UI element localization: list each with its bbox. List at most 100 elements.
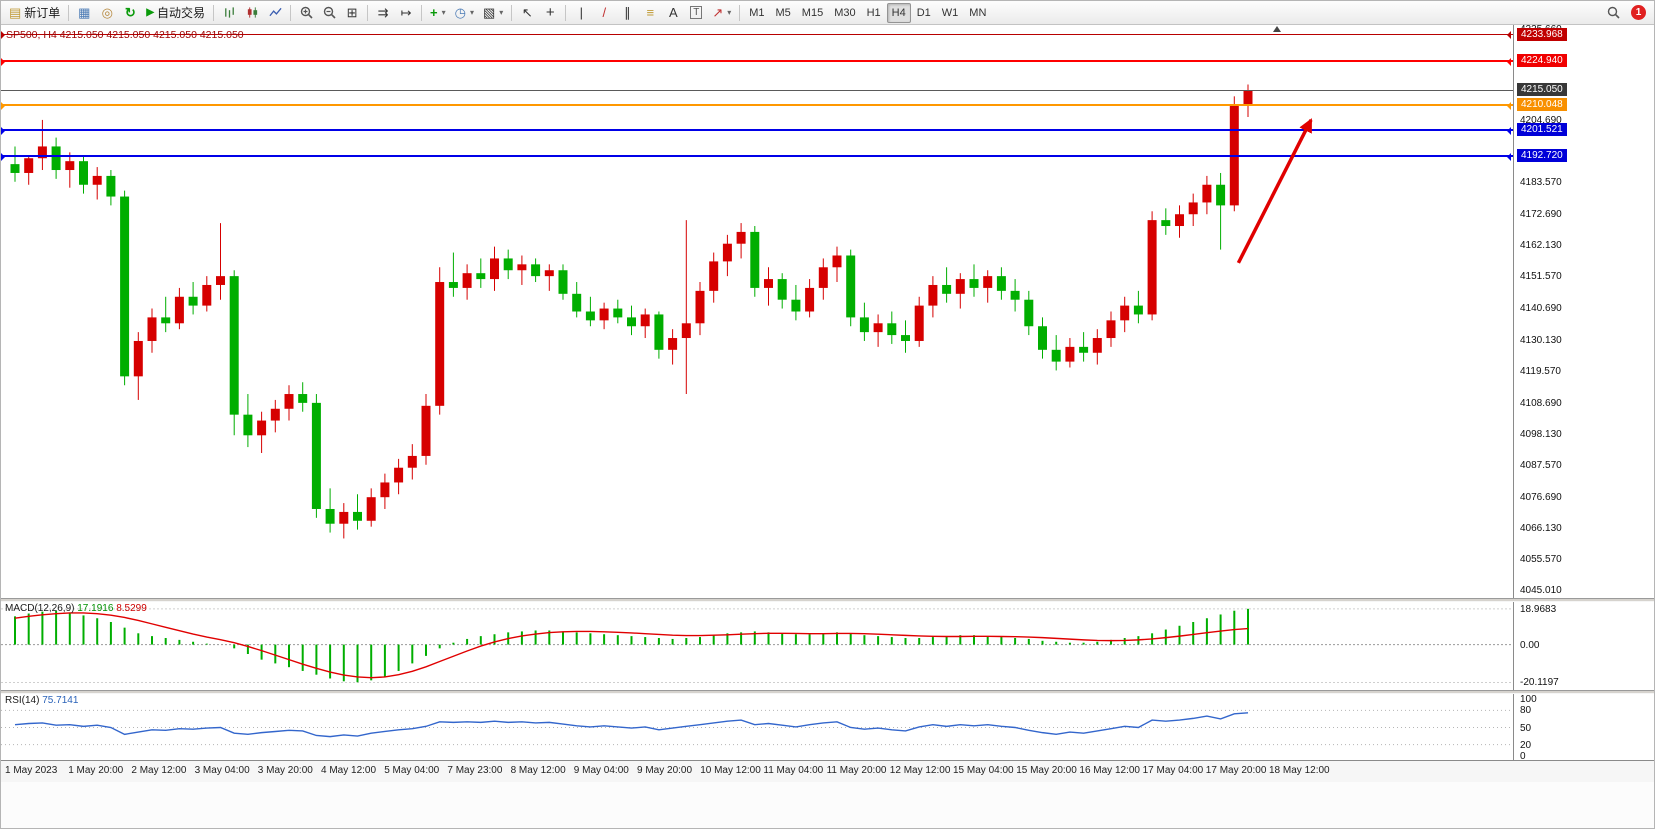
timeframe-m1-button[interactable]: M1 (749, 6, 765, 19)
macd-pane[interactable]: MACD(12,26,9) 17.1916 8.5299 (1, 602, 1513, 690)
time-label: 3 May 20:00 (257, 765, 313, 776)
zoom-in-button[interactable] (295, 3, 317, 23)
cursor-button[interactable]: ↖ (516, 3, 538, 23)
notification-badge[interactable]: 1 (1631, 5, 1646, 20)
auto-trading-button[interactable]: ▶ 自动交易 (142, 3, 209, 23)
time-label: 17 May 20:00 (1205, 765, 1267, 776)
time-label: 9 May 04:00 (573, 765, 629, 776)
chevron-down-icon: ▾ (441, 8, 446, 17)
auto-scroll-button[interactable]: ⇉ (372, 3, 394, 23)
macd-header: MACD(12,26,9) 17.1916 8.5299 (5, 603, 147, 614)
timeframe-h1-button[interactable]: H1 (866, 6, 881, 19)
trend-arrow[interactable] (1236, 118, 1313, 264)
time-label: 11 May 20:00 (826, 765, 887, 776)
price-line[interactable] (1, 58, 1513, 67)
vertical-line-button[interactable]: | (570, 3, 592, 23)
zoom-out-button[interactable] (318, 3, 340, 23)
text-label-button[interactable]: T (685, 3, 707, 23)
line-chart-icon (268, 7, 282, 17)
candlestick-chart-button[interactable] (241, 3, 263, 23)
new-chart-button[interactable]: ▦ (73, 3, 95, 23)
price-scale[interactable]: 4233.968 4224.940 4215.050 4210.048 4201.521… (1513, 25, 1654, 598)
timeframe-w1-button[interactable]: W1 (941, 6, 959, 19)
price-label: 4076.690 (1520, 492, 1562, 504)
crosshair-icon: + (545, 4, 555, 21)
time-axis[interactable]: 1 May 2023 1 May 20:00 2 May 12:00 3 May 04… (1, 760, 1654, 782)
rsi-scale-label: 80 (1520, 705, 1532, 717)
price-line[interactable] (1, 127, 1513, 136)
chevron-down-icon: ▾ (469, 8, 474, 17)
templates-button[interactable]: ▧ ▾ (479, 3, 507, 23)
rsi-chart (1, 709, 1513, 746)
macd-label: MACD(12,26,9) (5, 603, 75, 614)
time-label: 5 May 04:00 (384, 765, 440, 776)
tile-windows-icon: ⊞ (346, 5, 358, 20)
price-line[interactable] (1, 89, 1513, 91)
rsi-header: RSI(14) 75.7141 (5, 695, 78, 706)
timeframe-m5-button[interactable]: M5 (775, 6, 791, 19)
price-label: 4162.130 (1520, 240, 1562, 252)
profiles-button[interactable]: ◎ (96, 3, 118, 23)
time-label: 16 May 12:00 (1079, 765, 1140, 776)
bar-chart-button[interactable] (218, 3, 240, 23)
pane-splitter[interactable] (1, 598, 1654, 602)
price-line[interactable] (1, 31, 1513, 40)
new-order-button[interactable]: ▤ 新订单 (5, 3, 64, 23)
text-button[interactable]: A (662, 3, 684, 23)
price-badge: 4210.048 (1517, 98, 1567, 112)
periods-icon: ◷ (454, 5, 466, 20)
refresh-button[interactable]: ↻ (119, 3, 141, 23)
price-badge: 4215.050 (1517, 83, 1567, 97)
separator (565, 4, 567, 21)
chart-shift-marker[interactable] (1273, 26, 1281, 32)
separator (739, 4, 741, 21)
search-button[interactable] (1602, 3, 1624, 23)
price-label: 4204.690 (1520, 114, 1562, 126)
separator (421, 4, 423, 21)
timeframe-h4-button[interactable]: H4 (886, 2, 911, 23)
rsi-scale: 100 80 50 20 0 (1513, 694, 1654, 760)
time-label: 17 May 04:00 (1142, 765, 1204, 776)
time-label: 10 May 12:00 (700, 765, 761, 776)
rsi-scale-label: 0 (1520, 751, 1526, 760)
line-chart-button[interactable] (264, 3, 286, 23)
timeframe-mn-button[interactable]: MN (969, 6, 987, 19)
pane-splitter[interactable] (1, 690, 1654, 694)
price-label: 4087.570 (1520, 460, 1562, 472)
channel-button[interactable]: ∥ (616, 3, 638, 23)
price-chart-pane[interactable]: SP500, H4 4215.050 4215.050 4215.050 421… (1, 25, 1513, 598)
crosshair-button[interactable]: + (539, 3, 561, 23)
time-label: 18 May 12:00 (1269, 765, 1330, 776)
refresh-icon: ↻ (124, 5, 136, 20)
rsi-scale-label: 100 (1520, 694, 1537, 705)
periods-button[interactable]: ◷ ▾ (451, 3, 478, 23)
tile-windows-button[interactable]: ⊞ (341, 3, 363, 23)
rsi-scale-label: 50 (1520, 722, 1532, 734)
chart-shift-button[interactable]: ↦ (395, 3, 417, 23)
text-label-icon: T (690, 6, 703, 19)
rsi-pane[interactable]: RSI(14) 75.7141 (1, 694, 1513, 760)
indicators-button[interactable]: + ▾ (426, 3, 450, 23)
auto-trading-label: 自动交易 (157, 6, 206, 20)
trendline-button[interactable]: / (593, 3, 615, 23)
price-label: 4140.690 (1520, 303, 1562, 315)
arrows-button[interactable]: ↗ ▾ (708, 3, 735, 23)
timeframe-m15-button[interactable]: M15 (801, 6, 824, 19)
price-label: 4108.690 (1520, 397, 1562, 409)
fibonacci-icon: ≡ (646, 5, 655, 20)
cursor-icon: ↖ (521, 5, 533, 20)
price-line[interactable] (1, 102, 1513, 111)
timeframe-m30-button[interactable]: M30 (834, 6, 856, 19)
price-label: 4045.010 (1520, 585, 1562, 597)
candlestick-chart[interactable] (1, 25, 1513, 598)
price-label: 4183.570 (1520, 177, 1562, 189)
arrows-icon: ↗ (712, 5, 724, 20)
time-label: 15 May 04:00 (953, 765, 1014, 776)
new-order-label: 新订单 (24, 6, 61, 20)
main-toolbar: ▤ 新订单 ▦ ◎ ↻ ▶ 自动交易 ⊞ ⇉ ↦ (1, 1, 1654, 25)
profiles-icon: ◎ (101, 5, 113, 20)
timeframe-d1-button[interactable]: D1 (916, 6, 931, 19)
price-line[interactable] (1, 153, 1513, 162)
fibonacci-button[interactable]: ≡ (639, 3, 661, 23)
